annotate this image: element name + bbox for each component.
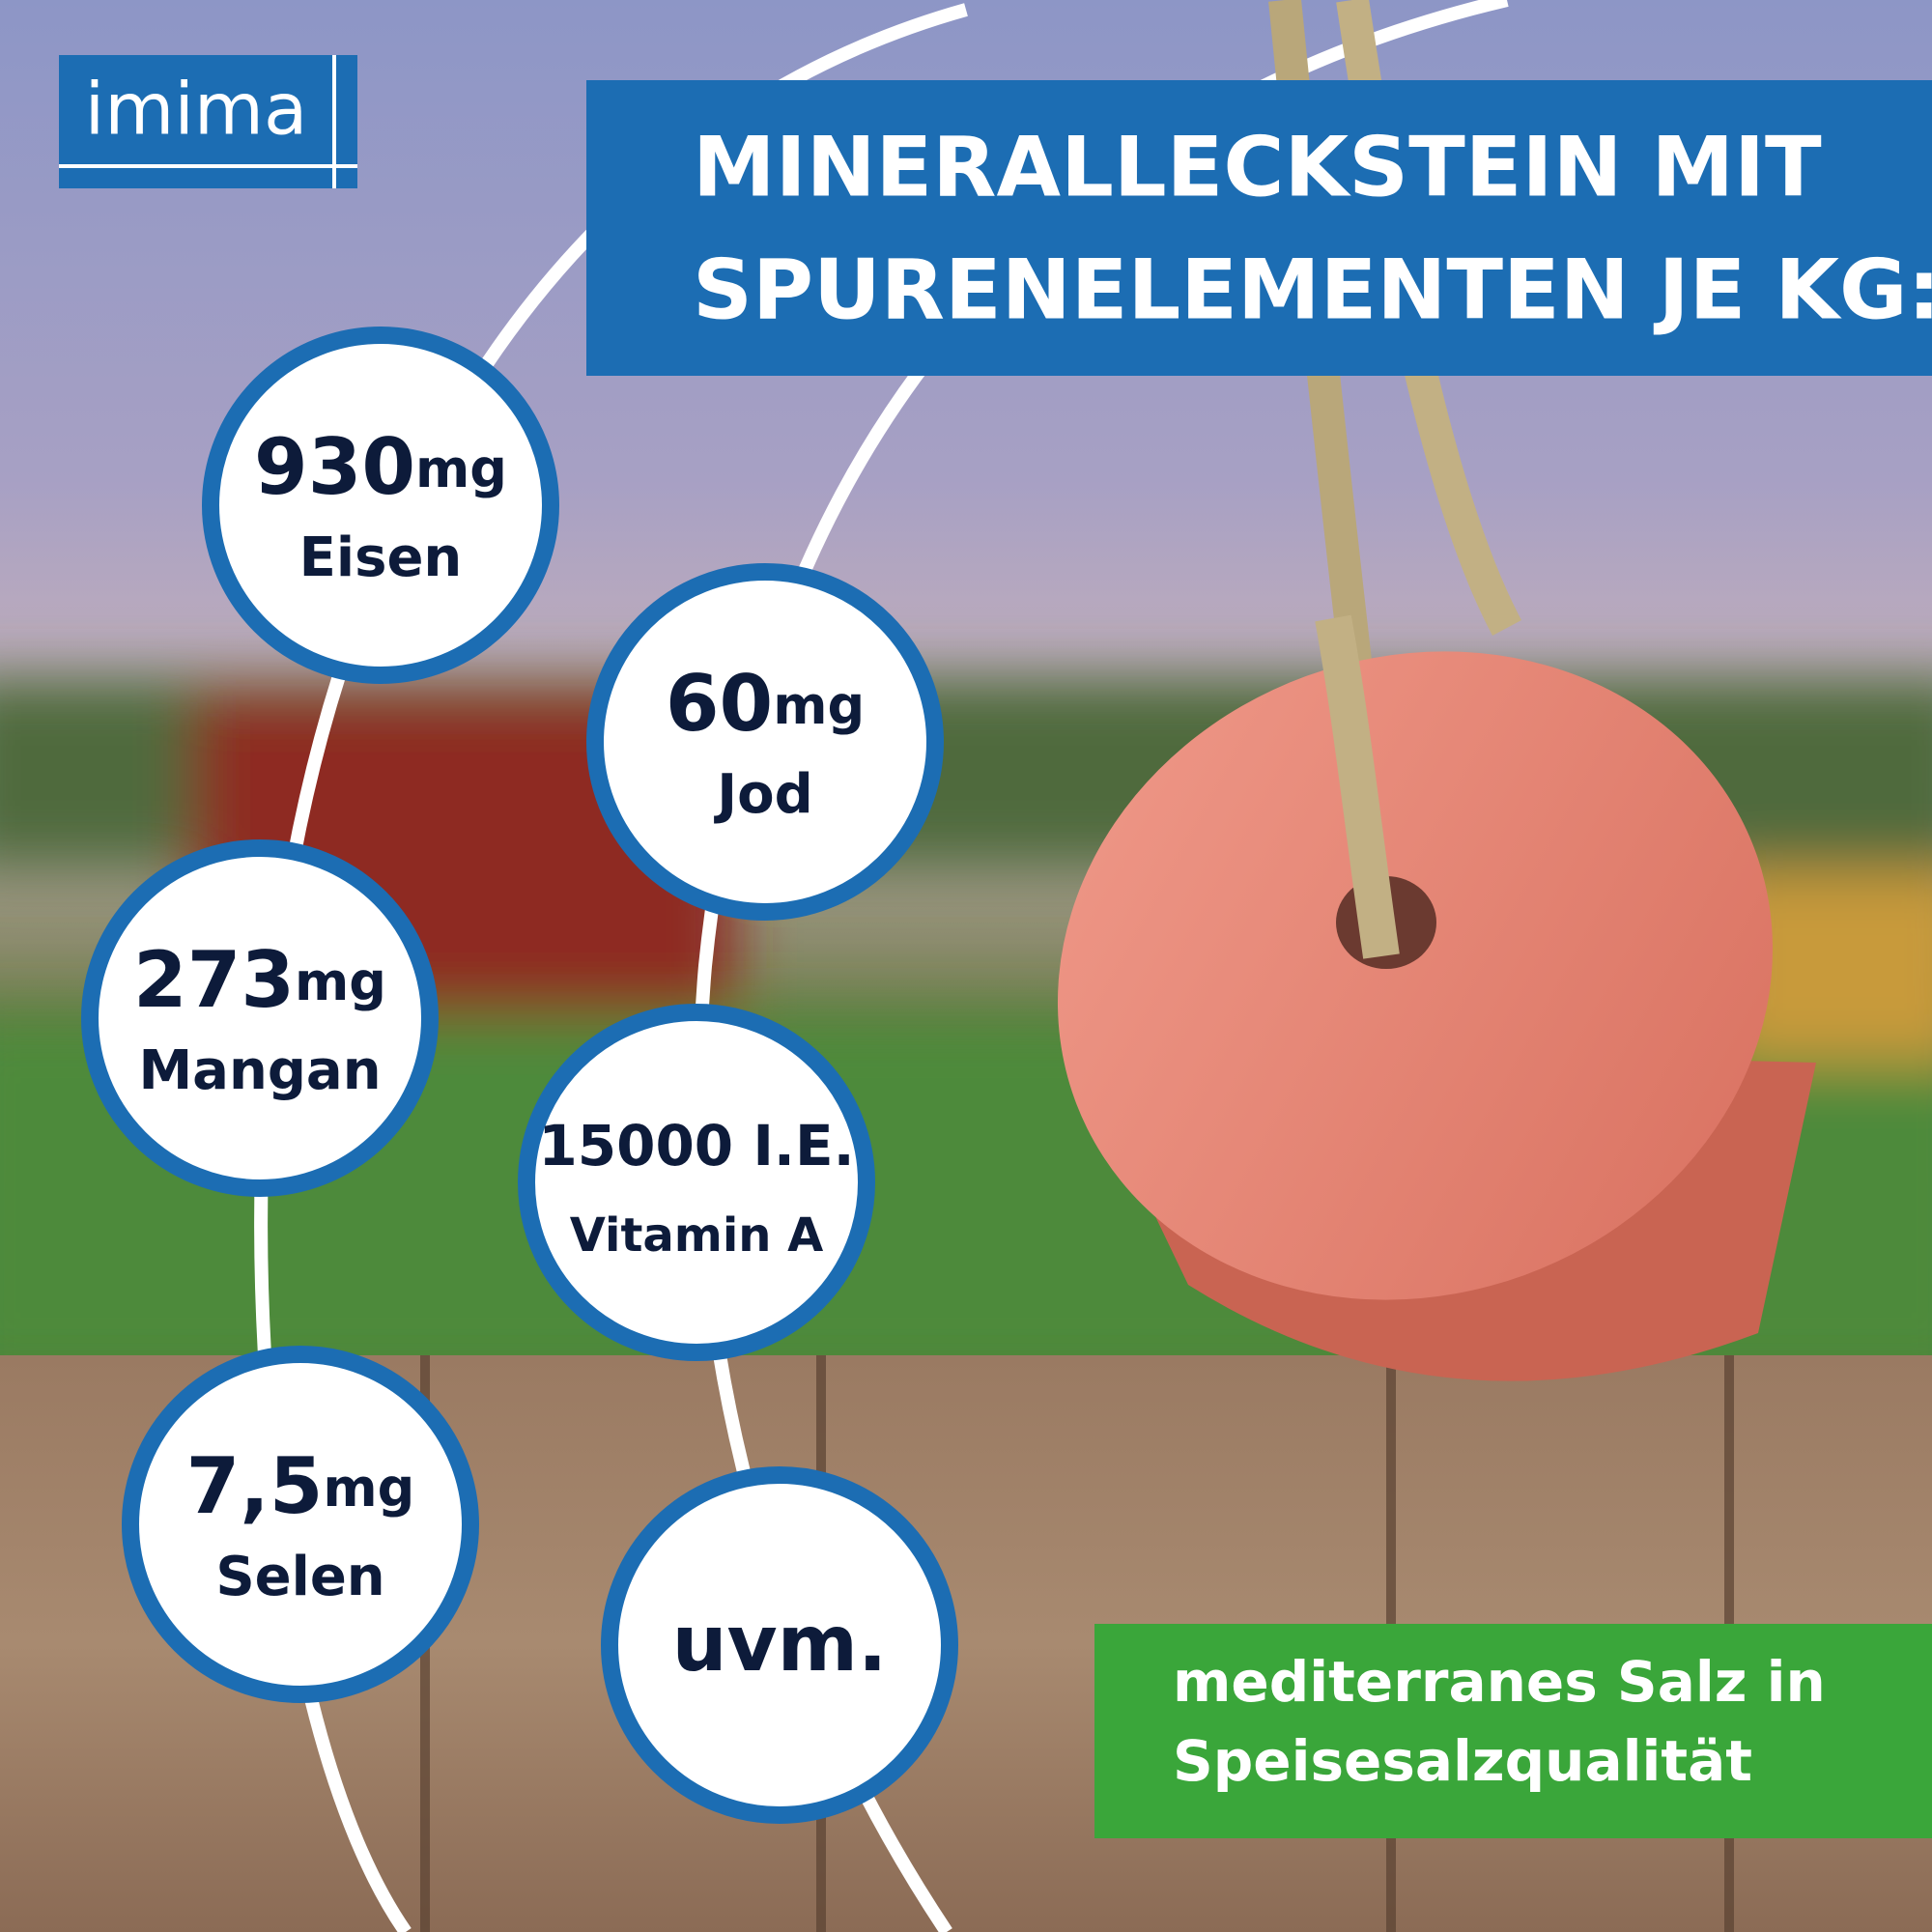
note-box: mediterranes Salz in Speisesalzqualität [1094,1624,1932,1838]
badge-label: Vitamin A [570,1208,824,1263]
badge: 15000 I.E. Vitamin A [518,1004,875,1361]
badge: 930mg Eisen [202,327,559,684]
note-line: Speisesalzqualität [1173,1728,1752,1794]
badge-circle [601,1466,958,1824]
badge-number: 930 [254,422,415,512]
badge-number: 15000 I.E. [538,1113,854,1179]
title-banner: MINERALLECKSTEIN MIT SPURENELEMENTEN JE … [586,80,1932,376]
logo: imima [59,55,357,188]
badge-number: 60 [666,659,773,749]
badge-circle [122,1346,479,1703]
badge-circle [586,563,944,921]
badge-value: 930mg [254,422,507,512]
badge-unit: mg [415,439,507,499]
badge-value: 7,5mg [186,1441,415,1531]
badge-number: uvm. [672,1599,888,1689]
badge: 273mg Mangan [81,839,439,1197]
title-line: SPURENELEMENTEN JE KG: [693,242,1932,338]
badge: 7,5mg Selen [122,1346,479,1703]
badge-value: uvm. [672,1599,888,1689]
badge-unit: mg [295,952,386,1012]
badge-circle [518,1004,875,1361]
badge-label: Jod [713,763,812,826]
badge-label: Eisen [299,526,463,589]
logo-text: imima [85,69,308,152]
badge-number: 7,5 [186,1441,324,1531]
badge-unit: mg [323,1458,414,1519]
note-line: mediterranes Salz in [1173,1649,1826,1715]
badge-circle [81,839,439,1197]
badge: uvm. [601,1466,958,1824]
badge-number: 273 [133,935,295,1025]
badge-value: 273mg [133,935,386,1025]
title-line: MINERALLECKSTEIN MIT [693,119,1822,215]
badge-circle [202,327,559,684]
badge-value: 15000 I.E. [538,1113,854,1179]
badge-unit: mg [773,675,865,736]
badge-value: 60mg [666,659,865,749]
badge-label: Selen [215,1546,384,1608]
badge: 60mg Jod [586,563,944,921]
badge-label: Mangan [138,1039,381,1102]
